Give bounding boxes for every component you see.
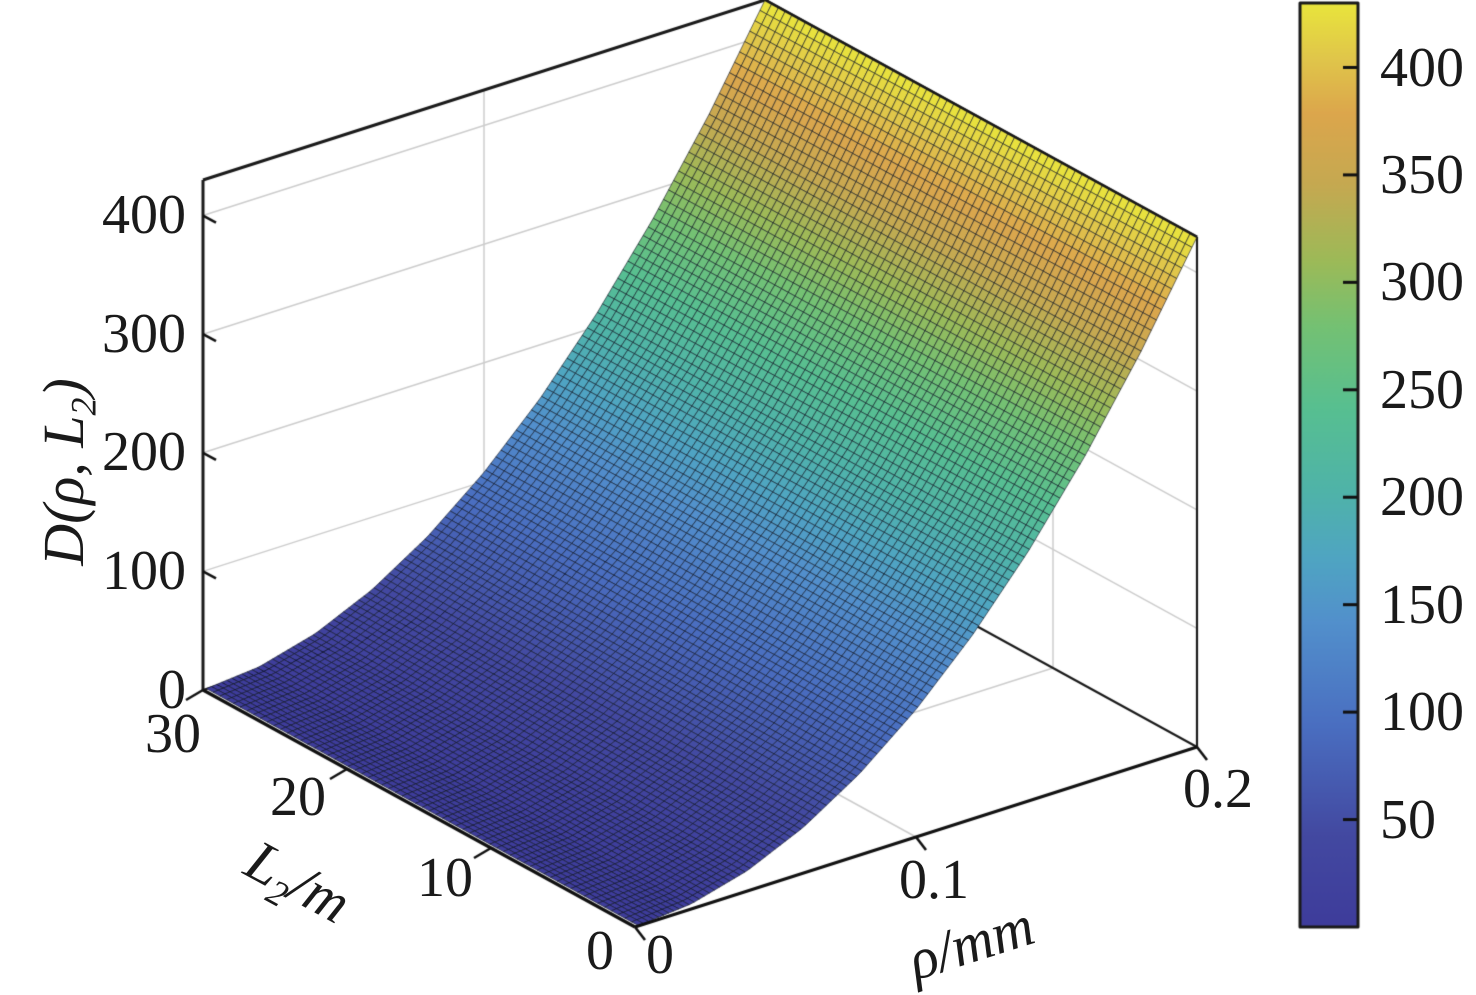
colorbar-label-400: 400 — [1380, 37, 1464, 99]
colorbar-label-300: 300 — [1380, 251, 1464, 313]
y-tick-label-0: 0 — [586, 920, 614, 982]
x-tick-label-0: 0 — [646, 924, 674, 986]
colorbar-label-100: 100 — [1380, 681, 1464, 743]
y-tick-label-10: 10 — [417, 847, 473, 909]
x-tick-label-0p2: 0.2 — [1183, 758, 1253, 820]
colorbar-label-50: 50 — [1380, 789, 1436, 851]
colorbar-label-150: 150 — [1380, 574, 1464, 636]
y-tick-label-20: 20 — [270, 766, 326, 828]
colorbar-label-350: 350 — [1380, 144, 1464, 206]
colorbar-label-250: 250 — [1380, 359, 1464, 421]
y-tick-label-30: 30 — [145, 703, 201, 765]
colorbar-label-200: 200 — [1380, 466, 1464, 528]
z-axis-label: D(ρ, L2) — [31, 378, 104, 566]
x-tick-label-0p1: 0.1 — [899, 849, 969, 911]
z-tick-label-100: 100 — [102, 540, 186, 602]
z-tick-label-400: 400 — [102, 184, 186, 246]
z-tick-label-200: 200 — [102, 421, 186, 483]
z-tick-label-0: 0 — [158, 659, 186, 721]
z-tick-label-300: 300 — [102, 303, 186, 365]
